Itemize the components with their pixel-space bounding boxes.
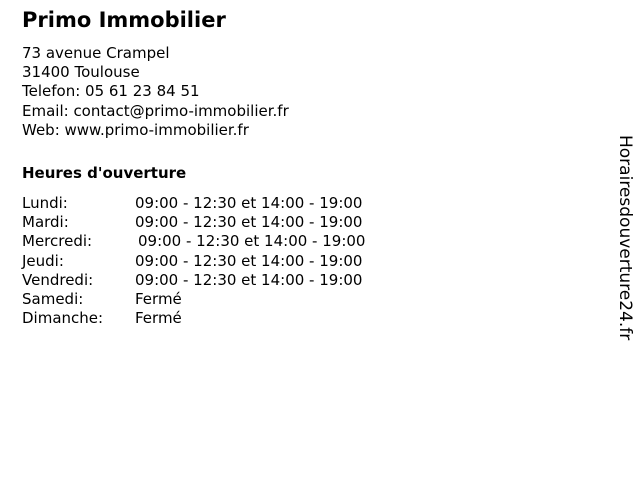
day-hours: 09:00 - 12:30 et 14:00 - 19:00 (135, 251, 363, 270)
day-label: Mercredi: (22, 232, 93, 251)
table-row: Vendredi: 09:00 - 12:30 et 14:00 - 19:00 (22, 271, 365, 290)
day-hours: 09:00 - 12:30 et 14:00 - 19:00 (138, 232, 366, 251)
day-label: Vendredi: (22, 270, 94, 289)
page-title: Primo Immobilier (22, 8, 226, 32)
address-city: 31400 Toulouse (22, 63, 140, 82)
day-hours: Fermé (135, 290, 182, 309)
opening-hours-heading: Heures d'ouverture (22, 164, 187, 182)
day-label: Jeudi: (22, 251, 64, 270)
table-row: Samedi: Fermé (22, 290, 365, 309)
source-watermark: Horairesdouverture24.fr (615, 135, 635, 341)
table-row: Dimanche: Fermé (22, 309, 365, 328)
day-hours: Fermé (135, 309, 182, 328)
day-hours: 09:00 - 12:30 et 14:00 - 19:00 (135, 213, 363, 232)
email-line: Email: contact@primo-immobilier.fr (22, 101, 289, 120)
table-row: Jeudi: 09:00 - 12:30 et 14:00 - 19:00 (22, 252, 365, 271)
table-row: Mardi: 09:00 - 12:30 et 14:00 - 19:00 (22, 213, 365, 232)
table-row: Mercredi: 09:00 - 12:30 et 14:00 - 19:00 (22, 232, 365, 251)
day-label: Lundi: (22, 194, 68, 212)
opening-hours-body: Lundi: 09:00 - 12:30 et 14:00 - 19:00 Ma… (22, 194, 365, 328)
website-line: Web: www.primo-immobilier.fr (22, 120, 249, 139)
day-label: Dimanche: (22, 309, 104, 328)
day-hours: 09:00 - 12:30 et 14:00 - 19:00 (135, 194, 363, 212)
day-hours: 09:00 - 12:30 et 14:00 - 19:00 (135, 270, 363, 289)
table-row: Lundi: 09:00 - 12:30 et 14:00 - 19:00 (22, 194, 365, 213)
day-label: Mardi: (22, 213, 69, 232)
phone-line: Telefon: 05 61 23 84 51 (22, 82, 200, 101)
day-label: Samedi: (22, 290, 84, 309)
contact-info-block: 73 avenue Crampel 31400 Toulouse Telefon… (22, 44, 289, 140)
address-street: 73 avenue Crampel (22, 44, 170, 62)
opening-hours-table: Lundi: 09:00 - 12:30 et 14:00 - 19:00 Ma… (22, 194, 365, 328)
